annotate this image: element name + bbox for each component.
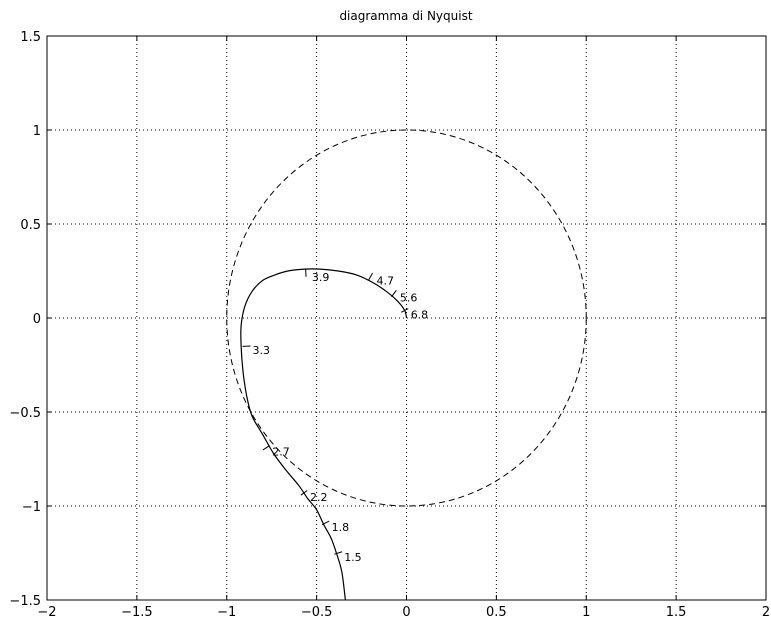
x-tick-label: −2 <box>37 605 56 620</box>
frequency-label: 1.5 <box>344 551 362 564</box>
x-tick-label: 0 <box>402 605 410 620</box>
y-tick-label: −0.5 <box>9 406 41 421</box>
x-tick-label: 0.5 <box>486 605 507 620</box>
y-tick-label: 1.5 <box>20 30 41 45</box>
frequency-tick-mark <box>334 551 343 555</box>
y-tick-label: 0.5 <box>20 218 41 233</box>
y-tick-label: 0 <box>33 312 41 327</box>
frequency-label: 5.6 <box>400 292 418 305</box>
plot-frame <box>46 35 767 601</box>
unit-circle-series <box>226 129 587 507</box>
frequency-tick-mark <box>368 272 373 281</box>
x-tick-label: 1 <box>582 605 590 620</box>
chart-title: diagramma di Nyquist <box>339 9 472 23</box>
frequency-label: 1.8 <box>332 521 350 534</box>
frequency-label: 4.7 <box>377 275 395 288</box>
frequency-tick-mark <box>321 520 330 526</box>
y-tick-labels: −1.5 −1 −0.5 0 0.5 1 1.5 <box>9 30 41 609</box>
x-tick-label: −1.5 <box>121 605 153 620</box>
frequency-label: 2.2 <box>310 491 328 504</box>
frequency-label: 3.3 <box>253 344 271 357</box>
x-tick-label: −0.5 <box>301 605 333 620</box>
frequency-tick-mark <box>262 445 270 451</box>
series-layer: 1.5 1.8 2.2 2.7 3.3 3.9 4.7 5.6 6.8 <box>226 129 587 601</box>
x-tick-label: 1.5 <box>666 605 687 620</box>
y-tick-label: −1 <box>22 500 41 515</box>
frequency-tick-mark <box>391 290 397 298</box>
y-tick-label: −1.5 <box>9 594 41 609</box>
y-tick-label: 1 <box>33 124 41 139</box>
x-tick-label: −1 <box>217 605 236 620</box>
frequency-tick-mark <box>300 490 308 496</box>
frequency-tick-mark <box>400 308 409 313</box>
x-tick-labels: −2 −1.5 −1 −0.5 0 0.5 1 1.5 2 <box>37 605 770 620</box>
frequency-label: 2.7 <box>272 446 290 459</box>
frequency-label: 3.9 <box>312 271 330 284</box>
frequency-label: 6.8 <box>411 308 429 321</box>
x-tick-label: 2 <box>762 605 770 620</box>
nyquist-curve-series <box>240 268 408 601</box>
